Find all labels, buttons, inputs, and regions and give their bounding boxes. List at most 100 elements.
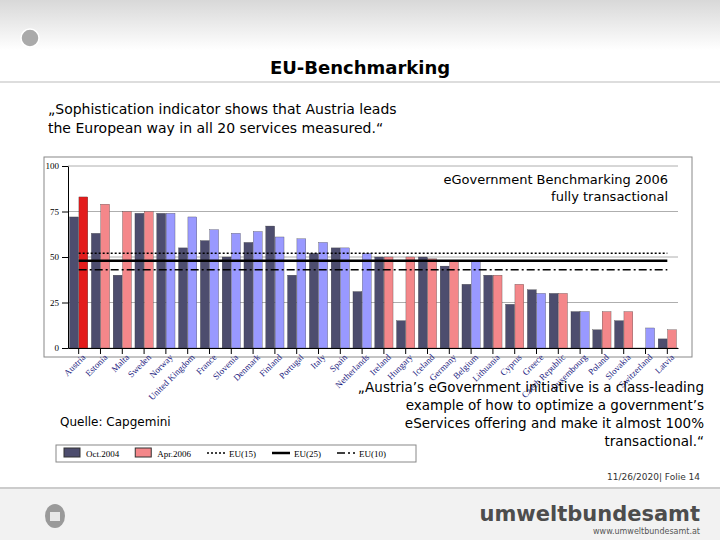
grid <box>68 166 678 348</box>
legend-label: Apr.2006 <box>157 449 191 459</box>
bar <box>658 339 667 348</box>
y-tick-mark <box>62 166 68 167</box>
header-rule <box>0 82 720 83</box>
bar <box>593 330 602 348</box>
x-tick-label: Austria <box>62 352 88 378</box>
bar <box>646 328 655 348</box>
bar <box>101 204 110 348</box>
x-tick-label: United Kingdom <box>147 352 197 402</box>
x-tick-label: Cyprus <box>498 352 524 378</box>
bar <box>179 248 188 348</box>
y-tick: 0 <box>55 343 69 353</box>
slide: EU-Benchmarking „Sophistication indicator… <box>0 0 720 540</box>
bar <box>319 242 328 348</box>
bar <box>266 226 275 348</box>
bar <box>288 275 297 348</box>
bar <box>232 233 241 348</box>
y-tick-label: 100 <box>46 161 60 171</box>
bar <box>253 232 262 348</box>
bar <box>571 312 580 348</box>
x-tick-label: Hungary <box>385 352 415 382</box>
source: Quelle: Capgemini <box>60 415 171 429</box>
legend-symbol <box>207 452 225 454</box>
reference-line <box>79 259 668 262</box>
reference-line <box>79 253 668 255</box>
bar <box>668 330 677 348</box>
emblem-shape <box>45 504 65 528</box>
x-tick-label: Estonia <box>83 352 109 378</box>
y-tick: 25 <box>50 298 68 308</box>
logo-url: www.umweltbundesamt.at <box>593 527 700 536</box>
legend-symbol <box>64 448 80 457</box>
x-tick: Denmark <box>231 348 262 383</box>
x-tick: Cyprus <box>498 348 524 378</box>
y-axis: 0255075100 <box>46 161 69 353</box>
bar <box>70 217 79 348</box>
bar <box>636 348 645 349</box>
x-tick: Latvia <box>653 348 676 376</box>
footer-band <box>0 489 720 540</box>
y-tick: 50 <box>50 252 68 262</box>
bar <box>113 275 122 348</box>
bar <box>79 197 88 348</box>
x-tick-label: Latvia <box>653 352 676 375</box>
bar <box>123 212 132 349</box>
bar <box>166 213 175 348</box>
emblem <box>45 504 65 528</box>
bar <box>91 233 100 348</box>
x-tick: Hungary <box>385 348 415 382</box>
logo-text: umweltbundesamt <box>479 502 700 526</box>
plot-area <box>70 197 677 348</box>
chart-subtitle: fully transactional <box>551 189 668 204</box>
footer: 11/26/2020| Folie 14 <box>607 472 700 482</box>
x-tick: Portugal <box>277 348 306 381</box>
logo-circle <box>21 29 39 47</box>
bar <box>331 248 340 348</box>
bar <box>506 304 515 348</box>
bar <box>309 253 318 348</box>
bar <box>210 230 219 348</box>
footer-rule <box>0 488 720 489</box>
y-tick: 100 <box>46 161 69 171</box>
bar <box>624 312 633 348</box>
slide-header: EU-Benchmarking <box>270 57 450 78</box>
grid-line <box>68 166 678 167</box>
bar <box>397 321 406 348</box>
y-tick-mark <box>62 212 68 213</box>
x-tick: United Kingdom <box>147 348 197 402</box>
x-tick: Austria <box>62 348 88 378</box>
y-axis-line <box>68 167 69 349</box>
bar <box>341 248 350 348</box>
bar <box>362 253 371 348</box>
bar <box>471 261 480 348</box>
bar <box>375 257 384 348</box>
x-tick-label: Italy <box>309 352 328 371</box>
bar <box>353 292 362 348</box>
legend-label: EU(25) <box>294 449 321 459</box>
bar <box>440 266 449 348</box>
y-tick-mark <box>62 257 68 258</box>
y-tick-label: 25 <box>50 298 60 308</box>
y-tick-label: 50 <box>50 252 60 262</box>
x-tick-label: Portugal <box>277 352 306 381</box>
bar <box>144 212 153 349</box>
quote-bottom-line: transactional.“ <box>604 433 704 449</box>
bar <box>484 275 493 348</box>
y-tick-label: 0 <box>55 343 60 353</box>
reference-line <box>79 269 668 271</box>
header-band <box>0 0 720 50</box>
x-tick: Estonia <box>83 348 109 378</box>
y-tick-mark <box>62 303 68 304</box>
bar <box>428 259 437 348</box>
bar <box>493 275 502 348</box>
legend-symbol <box>272 452 290 455</box>
grid-line <box>68 211 678 212</box>
x-axis-line <box>69 348 679 349</box>
bar <box>244 242 253 348</box>
legend-label: EU(15) <box>229 449 256 459</box>
legend-label: EU(10) <box>359 449 386 459</box>
legend-box <box>56 445 416 462</box>
emblem-shield <box>50 512 60 521</box>
quote-top-line: „Sophistication indicator shows that Aus… <box>48 101 397 117</box>
quote-top-line: the European way in all 20 services meas… <box>48 120 383 136</box>
